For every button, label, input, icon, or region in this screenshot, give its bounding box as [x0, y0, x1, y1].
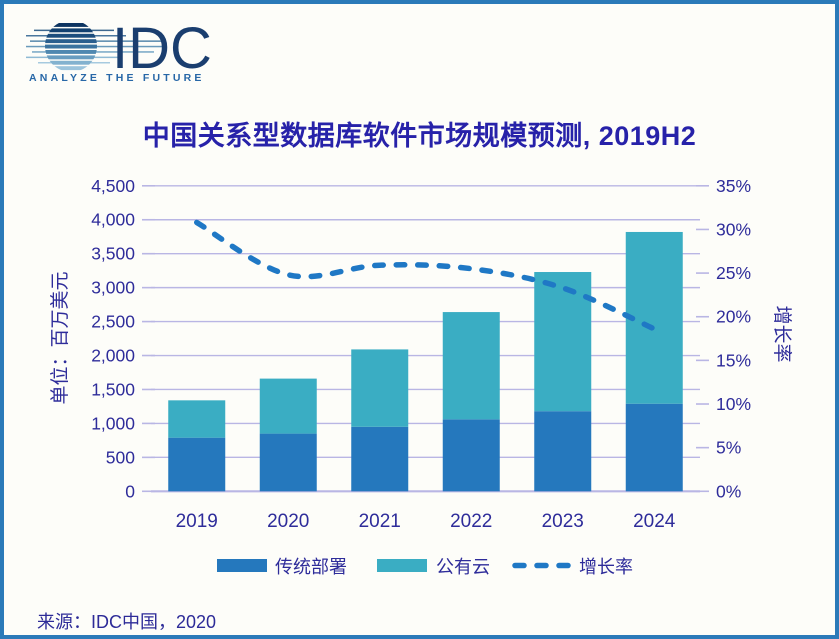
right-axis-title: 增长率	[771, 305, 793, 362]
y-axis-tick-label: 2,500	[91, 312, 135, 332]
legend-swatch	[217, 559, 267, 572]
right-axis-tick-label: 15%	[716, 350, 751, 370]
bar-segment	[442, 312, 500, 420]
y-axis-tick-label: 2,000	[91, 346, 135, 366]
market-forecast-chart: 0 500 1,000 1,500 2,000 2,500 3,000 3,500 4,000 4…	[49, 176, 793, 577]
logo-globe-stripes	[45, 23, 97, 71]
growth-rate-line	[194, 219, 658, 332]
right-axis-tick-label: 10%	[716, 394, 751, 414]
logo-tagline: ANALYZE THE FUTURE	[29, 72, 205, 84]
bar-segment	[351, 426, 409, 492]
y-axis-tick-label: 1,000	[91, 413, 135, 433]
y-axis-tick-label: 3,000	[91, 278, 135, 298]
right-axis-tick-label: 0%	[716, 481, 741, 501]
y-axis-tick-label: 3,500	[91, 244, 135, 264]
bar-segment	[534, 411, 592, 492]
y-axis-tick-label: 4,000	[91, 210, 135, 230]
x-axis-label: 2020	[267, 511, 309, 532]
idc-logo: IDC ANALYZE THE FUTURE	[26, 14, 246, 94]
legend-label: 传统部署	[275, 557, 347, 577]
bar-segment	[168, 437, 226, 492]
x-axis-label: 2021	[359, 511, 401, 532]
bar-segment	[442, 419, 500, 492]
bar-segment	[259, 378, 317, 434]
x-axis-label: 2019	[176, 511, 218, 532]
y-axis-tick-label: 0	[125, 481, 135, 501]
right-axis-tick-label: 35%	[716, 176, 751, 196]
bar-segment	[351, 349, 409, 427]
legend: 传统部署 公有云 增长率	[217, 557, 633, 577]
y-axis-tick-label: 4,500	[91, 176, 135, 196]
idc-globe-icon: IDC	[26, 16, 212, 81]
right-axis-tick-label: 20%	[716, 307, 751, 327]
right-axis-tick-label: 25%	[716, 263, 751, 283]
y-axis-tick-label: 1,500	[91, 379, 135, 399]
y-axis-tick-label: 500	[106, 447, 135, 467]
right-axis-tick-label: 30%	[716, 219, 751, 239]
chart-title: 中国关系型数据库软件市场规模预测, 2019H2	[142, 121, 697, 151]
right-axis-tick-label: 5%	[716, 438, 741, 458]
x-axis-label: 2023	[542, 511, 584, 532]
legend-label: 公有云	[436, 557, 490, 577]
legend-swatch	[377, 559, 427, 572]
x-axis-label: 2022	[450, 511, 492, 532]
legend-label: 增长率	[579, 557, 633, 577]
bar-segment	[534, 272, 592, 412]
bar-segment	[259, 433, 317, 492]
x-axis-label: 2024	[633, 511, 676, 532]
source-note: 来源：IDC中国，2020	[37, 612, 217, 632]
bar-segment	[625, 403, 683, 492]
y-axis-title: 单位：百万美元	[49, 271, 71, 404]
logo-brand-text: IDC	[112, 16, 212, 78]
bar-segment	[168, 400, 226, 438]
